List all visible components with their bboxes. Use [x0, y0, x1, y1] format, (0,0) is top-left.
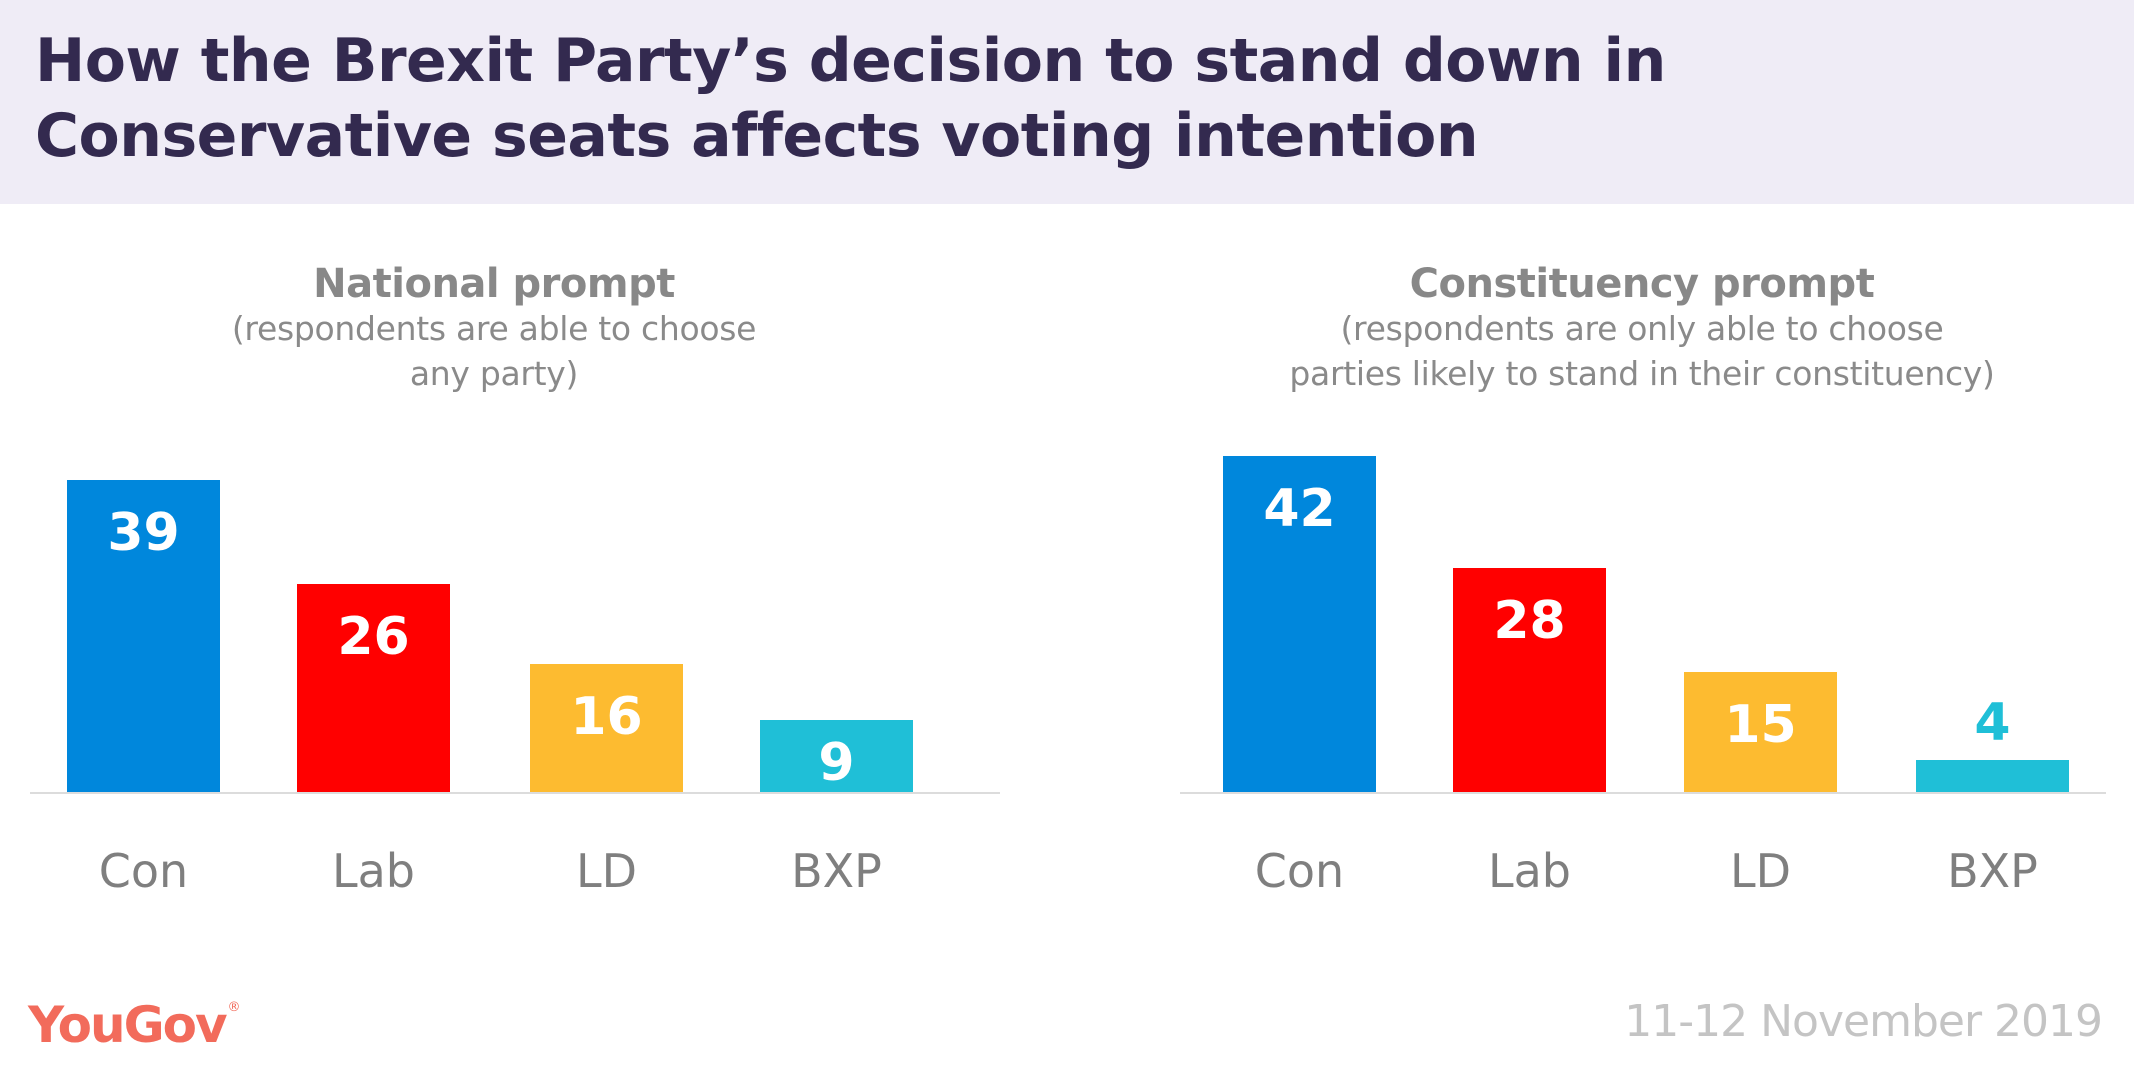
bar-con: [1223, 456, 1376, 792]
category-label: BXP: [791, 844, 882, 898]
panel-subtitle-line: parties likely to stand in their constit…: [1289, 354, 1995, 393]
data-label: 42: [1263, 479, 1335, 539]
chart-national: 39 Con 26 Lab 16 LD 9 BXP: [30, 480, 1000, 898]
category-label: Lab: [1488, 844, 1571, 898]
bar-bxp: [760, 720, 913, 792]
data-label: 9: [818, 733, 854, 793]
data-label: 39: [107, 503, 179, 563]
panel-subtitle-line: (respondents are able to choose: [231, 309, 757, 348]
data-label: 4: [1974, 693, 2010, 753]
category-label: BXP: [1947, 844, 2038, 898]
panel-heading-national: National prompt (respondents are able to…: [194, 262, 794, 396]
bar-ld: [530, 664, 683, 792]
bar-lab: [297, 584, 450, 792]
panel-title: Constituency prompt: [1409, 261, 1875, 307]
category-label: Con: [1255, 844, 1344, 898]
bar-lab: [1453, 568, 1606, 792]
category-label: LD: [576, 844, 637, 898]
data-label: 26: [337, 607, 409, 667]
yougov-logo: YouGov ®: [28, 996, 241, 1054]
registered-mark: ®: [227, 1000, 241, 1015]
panel-subtitle-line: any party): [409, 354, 579, 393]
chart-title: How the Brexit Party’s decision to stand…: [35, 26, 1666, 171]
header-band: [0, 0, 2134, 204]
logo-text: YouGov: [28, 996, 228, 1054]
panel-title: National prompt: [313, 261, 675, 307]
panel-heading-constituency: Constituency prompt (respondents are onl…: [1242, 262, 2042, 396]
data-label: 16: [570, 687, 642, 747]
chart-constituency: 42 Con 28 Lab 15 LD 4 BXP: [1180, 456, 2106, 898]
category-label: Con: [99, 844, 188, 898]
bar-con: [67, 480, 220, 792]
panel-subtitle-line: (respondents are only able to choose: [1340, 309, 1944, 348]
category-label: LD: [1730, 844, 1791, 898]
data-label: 28: [1493, 591, 1565, 651]
bar-ld: [1684, 672, 1837, 792]
fieldwork-date: 11-12 November 2019: [1624, 996, 2103, 1047]
data-label: 15: [1724, 695, 1796, 755]
bar-bxp: [1916, 760, 2069, 792]
category-label: Lab: [332, 844, 415, 898]
